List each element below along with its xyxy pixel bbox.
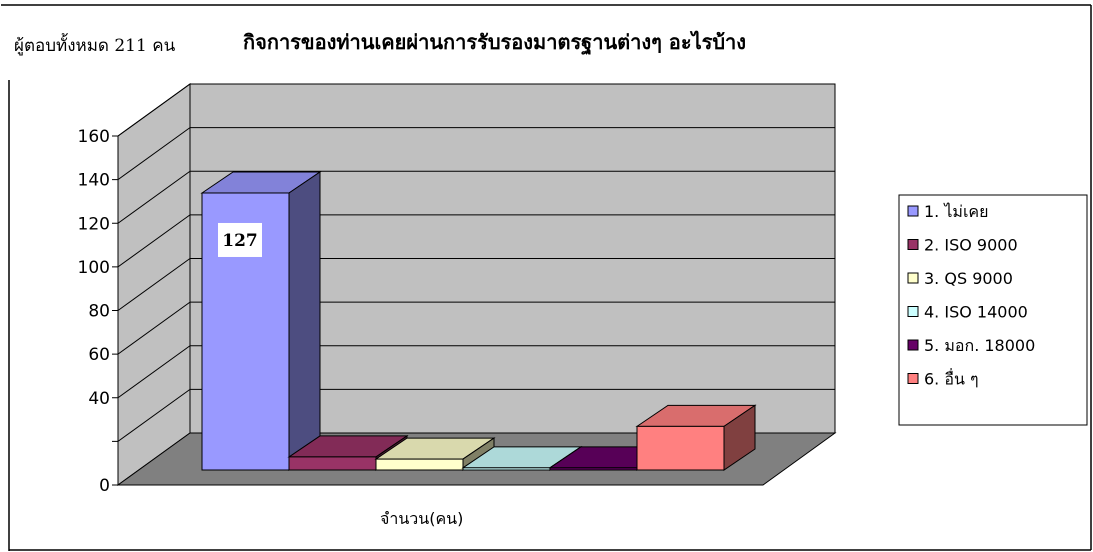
data-labels: 127: [218, 222, 262, 257]
gridline-side: [117, 345, 191, 399]
legend-label: 4. ISO 14000: [924, 303, 1028, 322]
gridline-side: [117, 170, 191, 224]
legend-swatch: [907, 239, 919, 250]
legend-label: 3. QS 9000: [924, 269, 1013, 288]
legend-swatch: [907, 339, 919, 351]
y-tick-label: 100: [78, 258, 110, 278]
legend-swatch: [907, 306, 919, 317]
respondents-count: ผู้ตอบทั้งหมด 211 คน: [14, 33, 176, 56]
y-tick-label: 80: [88, 302, 110, 322]
bar-side: [288, 171, 321, 471]
bar-front: [549, 467, 638, 471]
gridline-side: [117, 127, 191, 181]
legend-swatch: [907, 272, 919, 284]
gridlines: [117, 83, 835, 442]
y-tick-label: 120: [78, 214, 110, 234]
data-label-box: [218, 222, 262, 257]
y-tick-label: 40: [88, 389, 110, 409]
gridline-side: [117, 258, 191, 311]
bar-front: [375, 458, 464, 471]
bar-1: [200, 171, 322, 471]
legend-label: 6. อื่น ๆ: [924, 368, 979, 389]
gridline-side: [117, 301, 191, 355]
gridline-side: [117, 83, 191, 137]
y-tick-label: 140: [78, 171, 110, 191]
data-label: 127: [222, 231, 258, 251]
chart-title: กิจการของท่านเคยผ่านการรับรองมาตรฐานต่าง…: [243, 30, 746, 56]
y-tick-label: 0: [99, 476, 110, 496]
bar-6: [635, 404, 757, 471]
legend-swatch: [907, 205, 919, 217]
gridline-side: [117, 388, 191, 442]
y-axis: 0 40 60 80 100 120 140 160: [78, 127, 119, 496]
x-axis-label: จำนวน(คน): [380, 509, 463, 528]
y-tick-label: 160: [78, 127, 110, 147]
legend-label: 5. มอก. 18000: [924, 336, 1035, 355]
legend-label: 1. ไม่เคย: [924, 202, 989, 221]
legend-box: [898, 194, 1088, 426]
bar-front: [288, 456, 377, 471]
legend: 1. ไม่เคย 2. ISO 9000 3. QS 9000 4. ISO 140…: [907, 202, 1035, 389]
legend-label: 2. ISO 9000: [924, 236, 1018, 255]
bar-front: [462, 467, 551, 471]
legend-swatch: [907, 373, 919, 384]
gridline-side: [117, 214, 191, 268]
bar-front: [636, 425, 725, 471]
y-tick-label: 60: [88, 345, 110, 365]
